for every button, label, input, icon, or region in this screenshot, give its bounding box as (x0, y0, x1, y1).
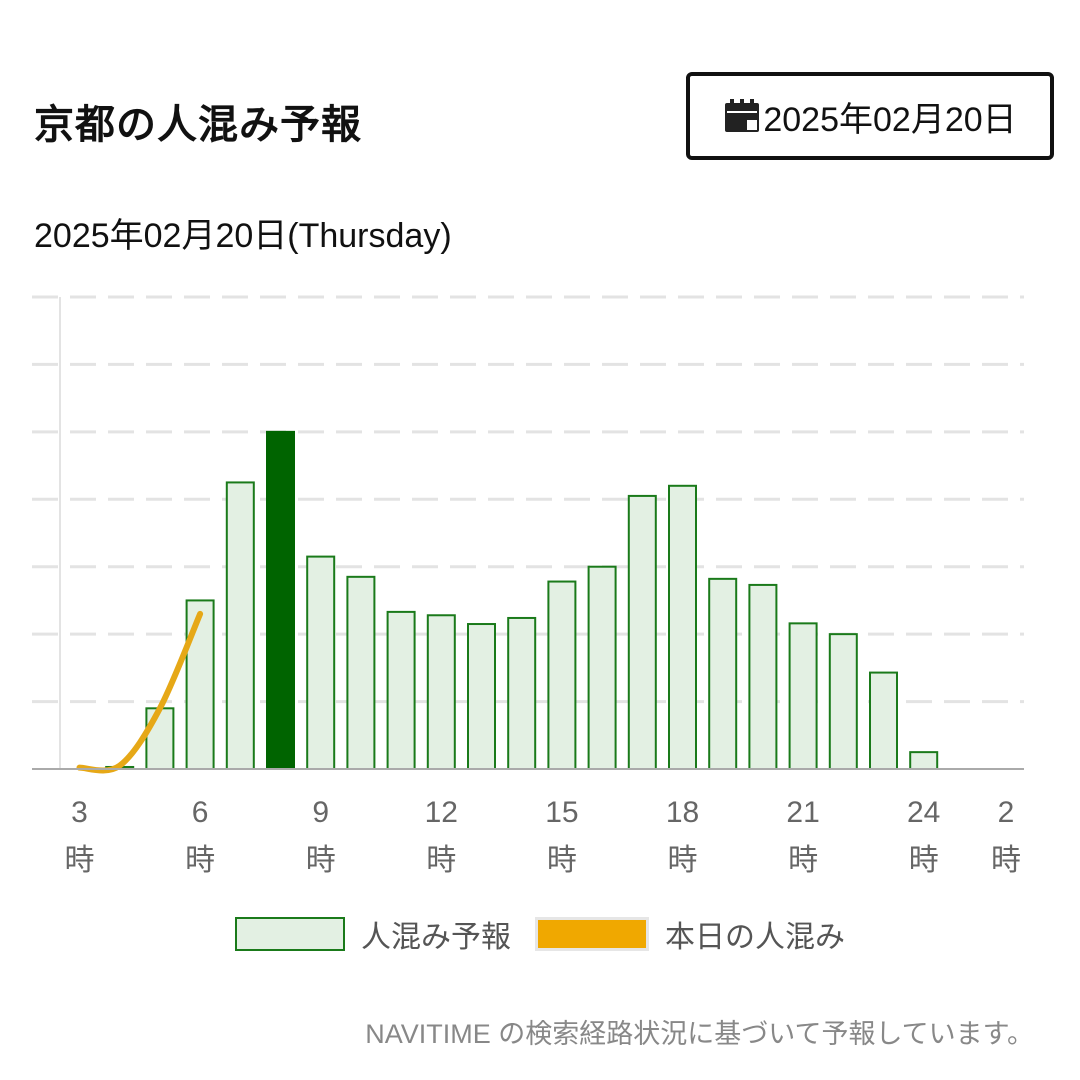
legend-item-today: 本日の人混み (511, 912, 845, 956)
bar-hour-7 (225, 481, 255, 770)
bar-hour-12 (426, 614, 456, 771)
bar-hour-23 (869, 671, 898, 771)
x-tick-unit: 時 (668, 843, 698, 878)
date-heading: 2025年02月20日(Thursday) (34, 217, 452, 255)
bar-hour-11 (386, 610, 416, 770)
legend-swatch-today (535, 917, 649, 951)
x-tick-label: 18 (666, 796, 699, 829)
bar-hour-20 (748, 583, 778, 770)
date-picker-button[interactable]: 2025年02月20日 (686, 72, 1054, 160)
bar-hour-16 (587, 565, 617, 771)
bar-hour-6 (185, 599, 215, 771)
chart-legend: 人混み予報 本日の人混み (0, 912, 1080, 956)
footnote: NAVITIME の検索経路状況に基づいて予報しています。 (365, 1019, 1034, 1049)
x-tick-label: 2 (998, 796, 1015, 829)
bar-hour-5 (145, 707, 175, 770)
x-tick-label: 6 (192, 796, 209, 829)
legend-label-today: 本日の人混み (665, 920, 845, 955)
date-button-label: 2025年02月20日 (763, 100, 1017, 139)
bar-hour-21 (788, 622, 818, 771)
legend-item-forecast: 人混み予報 (235, 912, 511, 956)
x-tick-unit: 時 (909, 843, 939, 878)
x-tick-unit: 時 (547, 843, 577, 878)
x-tick-label: 15 (545, 796, 578, 829)
x-tick-label: 12 (425, 796, 458, 829)
bar-hour-15 (547, 580, 577, 771)
legend-label-forecast: 人混み予報 (361, 920, 511, 955)
today-line-layer (76, 610, 204, 774)
bar-hour-19 (708, 577, 738, 771)
x-tick-label: 21 (786, 796, 819, 829)
bar-hour-9 (306, 555, 336, 770)
x-tick-unit: 時 (426, 843, 456, 878)
x-tick-label: 24 (907, 796, 940, 829)
legend-swatch-forecast (235, 917, 345, 951)
bar-hour-18 (668, 484, 697, 770)
bar-hour-13 (467, 623, 496, 770)
forecast-bars (105, 430, 939, 771)
x-tick-unit: 時 (991, 843, 1021, 878)
bar-hour-14 (507, 616, 537, 771)
x-tick-unit: 時 (185, 843, 215, 878)
crowd-forecast-chart: 3 時 6 時 9 時 12 時 15 時 18 時 21 時 24 時 2 時 (32, 295, 1024, 878)
x-tick-unit: 時 (788, 843, 818, 878)
page-title: 京都の人混み予報 (34, 102, 362, 148)
bar-hour-8 (266, 430, 295, 770)
today-crowd-line (76, 610, 204, 774)
bar-hour-17 (627, 494, 657, 770)
bar-hour-24 (909, 751, 939, 771)
bar-hour-10 (346, 575, 376, 770)
bar-hour-22 (828, 633, 858, 771)
x-tick-unit: 時 (65, 843, 95, 878)
x-tick-unit: 時 (306, 843, 336, 878)
calendar-icon (725, 99, 760, 132)
x-tick-label: 9 (312, 796, 329, 829)
x-tick-label: 3 (71, 796, 88, 829)
x-tick-labels: 3 時 6 時 9 時 12 時 15 時 18 時 21 時 24 時 2 時 (65, 796, 1022, 878)
